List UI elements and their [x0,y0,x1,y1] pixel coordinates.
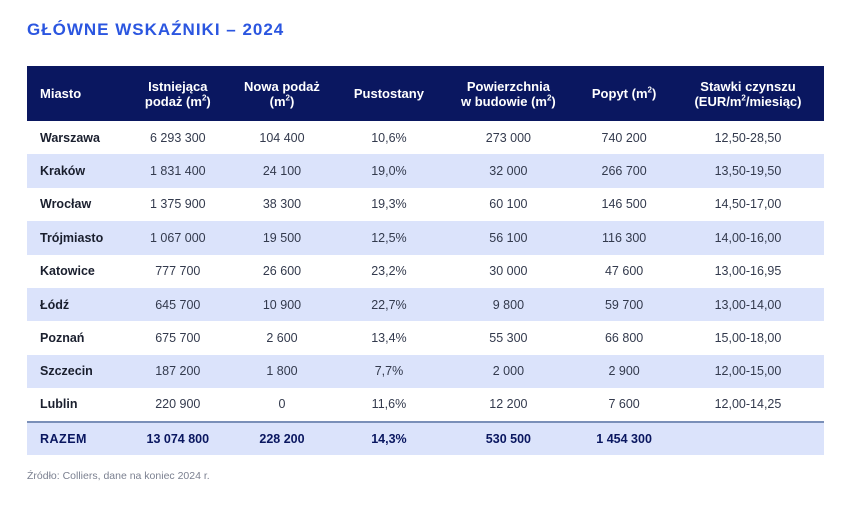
cell-demand: 66 800 [604,331,644,346]
cell-existing: 6 293 300 [150,130,206,145]
cell-new-supply: 10 900 [262,297,302,312]
cell-vacancy: 19,3% [371,197,407,212]
cell-new-supply: 19 500 [262,230,302,245]
cell-existing: 1 375 900 [150,197,206,212]
cell-new-supply: 104 400 [259,130,305,145]
cell-total-existing: 13 074 800 [146,431,210,446]
cell-total-new-supply: 228 200 [259,431,305,446]
cell-rents: 15,00-18,00 [714,331,782,346]
table-header-row: Miasto Istniejąca podaż (m2) Nowa podaż … [27,66,824,121]
cell-city: Lublin [40,397,78,412]
cell-existing: 675 700 [155,331,201,346]
table-row: Warszawa 6 293 300 104 400 10,6% 273 000… [27,121,824,154]
header-new-supply: Nowa podaż (m2) [244,78,320,109]
cell-demand: 146 500 [601,197,647,212]
cell-rents: 12,00-14,25 [714,397,782,412]
table-row: Trójmiasto 1 067 000 19 500 12,5% 56 100… [27,221,824,255]
cell-new-supply: 0 [278,397,286,412]
header-under-construction: Powierzchnia w budowie (m2) [461,78,556,109]
cell-under-construction: 60 100 [489,197,528,212]
cell-city: Kraków [40,164,86,179]
page-title: GŁÓWNE WSKAŹNIKI – 2024 [27,20,285,39]
cell-demand: 2 900 [608,364,640,379]
cell-total-demand: 1 454 300 [596,431,652,446]
cell-existing: 1 831 400 [150,164,206,179]
cell-total-rents [672,422,824,455]
header-existing: Istniejąca podaż (m2) [144,78,211,109]
cell-vacancy: 13,4% [371,331,407,346]
cell-new-supply: 38 300 [262,197,302,212]
cell-existing: 777 700 [155,264,201,279]
indicators-table: Miasto Istniejąca podaż (m2) Nowa podaż … [27,66,824,455]
cell-vacancy: 22,7% [371,297,407,312]
cell-rents: 12,50-28,50 [714,130,782,145]
table-row: Kraków 1 831 400 24 100 19,0% 32 000 266… [27,154,824,188]
total-row: RAZEM 13 074 800 228 200 14,3% 530 500 1… [27,421,824,455]
cell-vacancy: 19,0% [371,164,407,179]
cell-under-construction: 12 200 [489,397,528,412]
cell-vacancy: 10,6% [371,130,407,145]
cell-city: Łódź [40,297,70,312]
cell-city: Katowice [40,264,95,279]
header-demand: Popyt (m2) [591,85,657,101]
cell-total-vacancy: 14,3% [371,431,407,446]
cell-under-construction: 30 000 [489,264,528,279]
cell-under-construction: 2 000 [492,364,525,379]
cell-rents: 13,50-19,50 [714,164,782,179]
cell-under-construction: 55 300 [489,331,528,346]
cell-rents: 13,00-14,00 [714,297,782,312]
cell-existing: 645 700 [155,297,201,312]
cell-new-supply: 26 600 [262,264,302,279]
cell-total-under-construction: 530 500 [485,431,531,446]
cell-rents: 12,00-15,00 [714,364,782,379]
cell-new-supply: 2 600 [266,331,298,346]
cell-vacancy: 12,5% [371,230,407,245]
cell-rents: 14,00-16,00 [714,230,782,245]
cell-under-construction: 56 100 [489,230,528,245]
cell-demand: 59 700 [604,297,644,312]
header-vacancy: Pustostany [353,86,424,101]
cell-rents: 14,50-17,00 [714,197,782,212]
cell-existing: 1 067 000 [150,230,206,245]
cell-demand: 116 300 [601,230,647,245]
cell-city: Szczecin [40,364,93,379]
table-row: Wrocław 1 375 900 38 300 19,3% 60 100 14… [27,188,824,221]
cell-new-supply: 1 800 [266,364,298,379]
cell-city: Wrocław [40,197,92,212]
cell-under-construction: 32 000 [489,164,528,179]
cell-vacancy: 7,7% [374,364,404,379]
cell-demand: 740 200 [601,130,647,145]
cell-city: Poznań [40,331,85,346]
table-row: Poznań 675 700 2 600 13,4% 55 300 66 800… [27,321,824,354]
cell-city: Trójmiasto [40,230,104,245]
cell-city: Warszawa [40,130,100,145]
table-row: Łódź 645 700 10 900 22,7% 9 800 59 700 1… [27,287,824,322]
source-note: Źródło: Colliers, dane na koniec 2024 r. [27,470,210,482]
cell-demand: 47 600 [604,264,644,279]
cell-existing: 187 200 [155,364,201,379]
table-row: Szczecin 187 200 1 800 7,7% 2 000 2 900 … [27,354,824,389]
cell-rents: 13,00-16,95 [714,264,782,279]
header-city: Miasto [40,86,82,101]
header-rents: Stawki czynszu (EUR/m2/miesiąc) [694,78,802,109]
table-row: Lublin 220 900 0 11,6% 12 200 7 600 12,0… [27,388,824,421]
cell-demand: 7 600 [608,397,640,412]
cell-new-supply: 24 100 [262,164,302,179]
cell-vacancy: 11,6% [371,397,407,412]
table-row: Katowice 777 700 26 600 23,2% 30 000 47 … [27,255,824,288]
cell-existing: 220 900 [155,397,201,412]
cell-total-label: RAZEM [40,431,87,446]
cell-under-construction: 273 000 [485,130,531,145]
cell-demand: 266 700 [601,164,647,179]
cell-vacancy: 23,2% [371,264,407,279]
cell-under-construction: 9 800 [492,297,525,312]
